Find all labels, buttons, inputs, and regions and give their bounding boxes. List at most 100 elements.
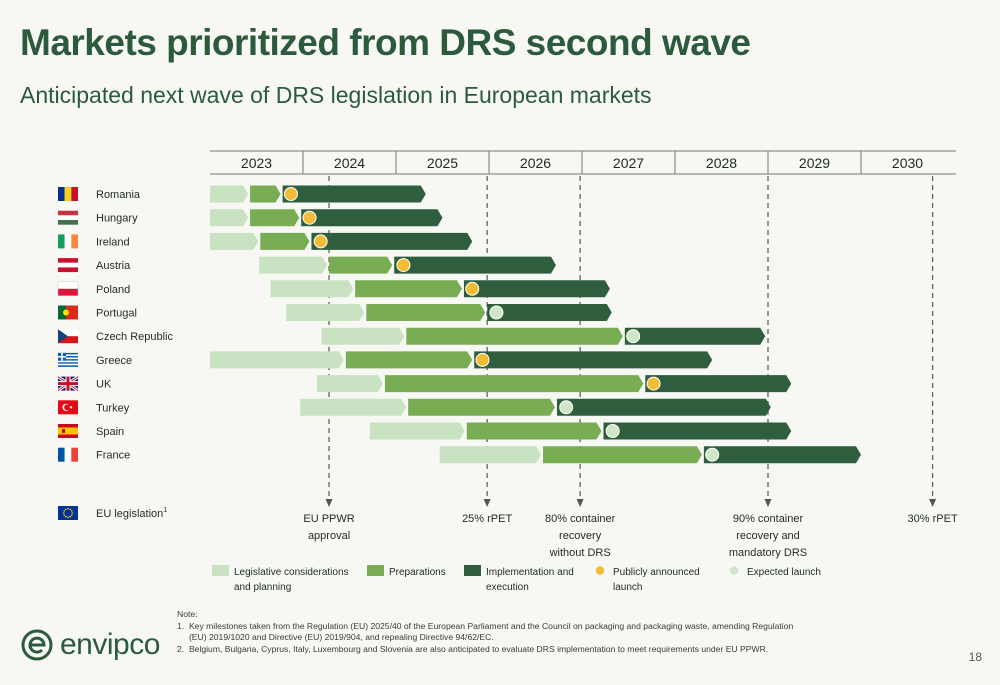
implementation-bar: [487, 304, 612, 321]
page-number: 18: [968, 650, 982, 664]
year-label: 2023: [241, 155, 272, 171]
preparations-bar: [260, 232, 310, 250]
eu-flag: [58, 506, 78, 520]
market-label: Austria: [96, 260, 131, 272]
milestone-label: without DRS: [549, 547, 611, 559]
market-label: France: [96, 450, 130, 462]
flag-star: [69, 406, 73, 409]
milestone-arrow: [325, 499, 333, 507]
preparations-bar: [345, 351, 473, 369]
flag-stripe: [71, 234, 78, 249]
slide-subtitle: Anticipated next wave of DRS legislation…: [20, 82, 652, 108]
implementation-bar: [311, 232, 473, 250]
legend-label: Legislative considerations: [234, 567, 349, 578]
milestone-arrow: [576, 499, 584, 507]
milestone-label: mandatory DRS: [729, 547, 807, 559]
logo-text: envipco: [60, 628, 160, 661]
flag-stripe: [58, 267, 78, 273]
milestone-label: approval: [308, 530, 350, 542]
envipco-logo: envipco: [20, 625, 160, 665]
flag-star: [71, 512, 74, 514]
announced-launch-dot: [302, 210, 317, 225]
note-line: 2. Belgium, Bulgaria, Cyprus, Italy, Lux…: [177, 643, 769, 654]
flag-star: [65, 515, 67, 518]
milestone-arrow: [929, 499, 937, 507]
flag-star: [65, 508, 67, 511]
flag-border: [57, 281, 79, 297]
planning-bar: [270, 280, 354, 298]
flag-stripe: [58, 434, 78, 438]
announced-launch-dot: [475, 352, 490, 367]
implementation-bar: [603, 422, 792, 440]
preparations-bar: [250, 185, 281, 203]
planning-bar: [369, 422, 465, 440]
milestone-label: 25% rPET: [462, 513, 512, 525]
flag-stripe: [58, 424, 78, 428]
flag-stripe: [58, 365, 78, 367]
note-line: (EU) 2019/1020 and Directive (EU) 2019/9…: [177, 632, 494, 643]
year-label: 2030: [892, 155, 923, 171]
milestone-label: recovery and: [736, 530, 800, 542]
implementation-bar: [556, 398, 771, 416]
ireland-flag: [58, 234, 78, 249]
turkey-flag: [58, 400, 78, 415]
preparations-bar: [543, 446, 702, 464]
legend-label: launch: [613, 582, 642, 593]
legend-swatch-implementation: [464, 565, 481, 576]
preparations-bar: [466, 422, 602, 440]
legend-dot-expected: [729, 566, 739, 575]
market-label: Turkey: [96, 402, 130, 414]
flag-stripe: [58, 329, 78, 337]
flag-crescent-cut: [64, 404, 70, 411]
flag-stripe: [58, 352, 78, 355]
legend-label: Publicly announced: [613, 567, 700, 578]
legend-label: and planning: [234, 582, 291, 593]
planning-bar: [210, 185, 249, 203]
france-flag: [58, 447, 78, 462]
year-label: 2028: [706, 155, 737, 171]
year-label: 2027: [613, 155, 644, 171]
flag-stripe: [58, 357, 78, 360]
legend-label: Expected launch: [747, 567, 821, 578]
market-label: Greece: [96, 355, 132, 367]
planning-bar: [439, 446, 542, 464]
planning-bar: [210, 209, 249, 227]
flag-stripe: [58, 360, 78, 363]
flag-stripe: [58, 354, 78, 357]
flag-stripe: [58, 506, 78, 520]
milestone-arrow: [764, 499, 772, 507]
footnotes: Note: 1. Key milestones taken from the R…: [177, 609, 857, 655]
milestone-label: 80% container: [545, 513, 616, 525]
implementation-bar: [645, 375, 792, 393]
footnote-superscript: 1: [163, 507, 167, 514]
implementation-bar: [703, 446, 861, 464]
preparations-bar: [366, 304, 486, 321]
expected-launch-dot: [605, 424, 620, 438]
flag-stripe: [58, 187, 65, 201]
announced-launch-dot: [313, 234, 328, 249]
planning-bar: [316, 375, 383, 393]
planning-bar: [321, 327, 405, 345]
legend-label: Preparations: [389, 567, 446, 578]
flag-stripe: [58, 336, 78, 344]
flag-stripe: [58, 220, 78, 225]
expected-launch-dot: [489, 305, 504, 320]
spain-flag: [58, 424, 78, 438]
flag-stripe: [71, 187, 78, 201]
drs-timeline-chart: 2023 2024 2025 2026 2027 2028 2029 2030 EU PPWR a…: [57, 150, 958, 593]
flag-star: [70, 510, 73, 512]
market-label: Hungary: [96, 213, 138, 225]
flag-stripe: [66, 376, 70, 391]
preparations-bar: [406, 327, 623, 345]
flag-stripe: [58, 447, 65, 462]
legend-label: Implementation and: [486, 567, 574, 578]
announced-launch-dot: [646, 376, 661, 391]
market-label: UK: [96, 379, 112, 391]
implementation-bar: [463, 280, 610, 298]
flag-emblem: [63, 309, 69, 316]
expected-launch-dot: [626, 329, 641, 344]
flag-stripe: [58, 288, 78, 296]
notes-heading: Note:: [177, 609, 198, 619]
milestone-label: recovery: [559, 530, 602, 542]
envipco-logo-icon: [21, 629, 53, 661]
